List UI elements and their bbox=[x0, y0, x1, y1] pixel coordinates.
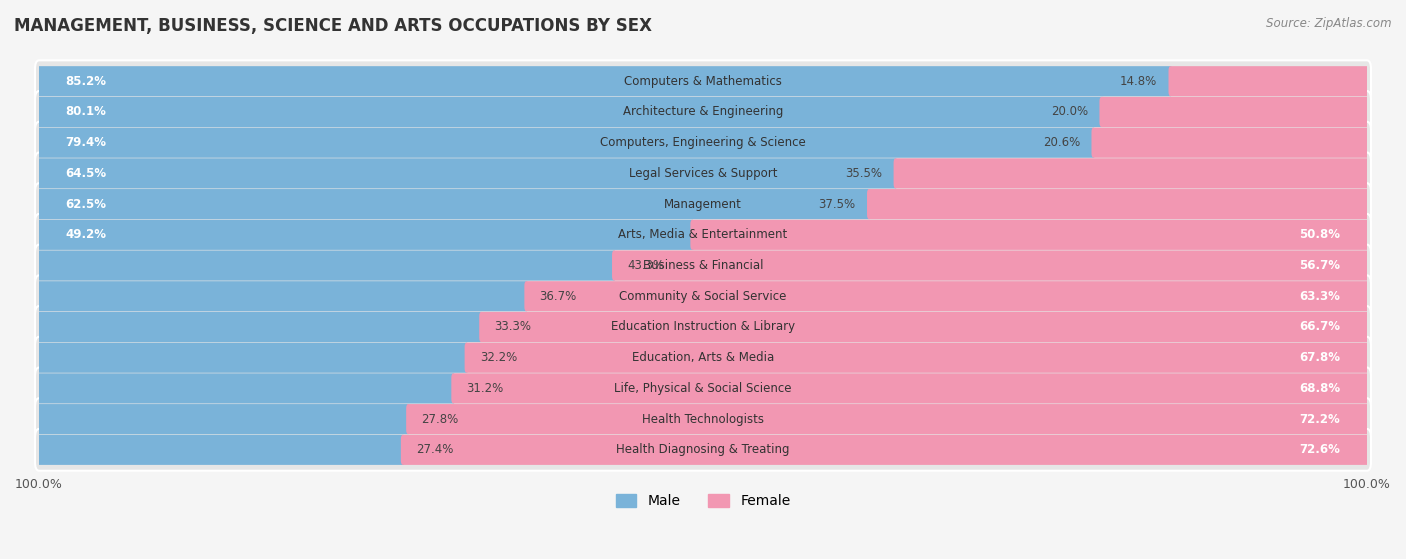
Text: 63.3%: 63.3% bbox=[1299, 290, 1340, 303]
Text: 31.2%: 31.2% bbox=[467, 382, 503, 395]
FancyBboxPatch shape bbox=[35, 337, 1371, 378]
FancyBboxPatch shape bbox=[37, 127, 1095, 158]
FancyBboxPatch shape bbox=[894, 158, 1369, 188]
Text: 33.3%: 33.3% bbox=[495, 320, 531, 334]
FancyBboxPatch shape bbox=[479, 312, 1369, 342]
FancyBboxPatch shape bbox=[37, 404, 411, 434]
Text: 35.5%: 35.5% bbox=[845, 167, 883, 180]
FancyBboxPatch shape bbox=[35, 245, 1371, 286]
Text: 27.4%: 27.4% bbox=[416, 443, 454, 456]
FancyBboxPatch shape bbox=[35, 214, 1371, 255]
FancyBboxPatch shape bbox=[37, 158, 897, 188]
FancyBboxPatch shape bbox=[35, 398, 1371, 440]
Text: 85.2%: 85.2% bbox=[66, 75, 107, 88]
Text: 14.8%: 14.8% bbox=[1121, 75, 1157, 88]
Text: Computers, Engineering & Science: Computers, Engineering & Science bbox=[600, 136, 806, 149]
Text: Business & Financial: Business & Financial bbox=[643, 259, 763, 272]
FancyBboxPatch shape bbox=[35, 429, 1371, 471]
FancyBboxPatch shape bbox=[37, 250, 616, 281]
Text: Computers & Mathematics: Computers & Mathematics bbox=[624, 75, 782, 88]
FancyBboxPatch shape bbox=[1091, 127, 1369, 158]
FancyBboxPatch shape bbox=[1168, 66, 1369, 96]
Text: 27.8%: 27.8% bbox=[422, 413, 458, 425]
Text: Education, Arts & Media: Education, Arts & Media bbox=[631, 351, 775, 364]
FancyBboxPatch shape bbox=[37, 66, 1173, 96]
Text: 72.6%: 72.6% bbox=[1299, 443, 1340, 456]
Text: 56.7%: 56.7% bbox=[1299, 259, 1340, 272]
FancyBboxPatch shape bbox=[37, 343, 468, 373]
Text: 20.0%: 20.0% bbox=[1052, 106, 1088, 119]
Text: Education Instruction & Library: Education Instruction & Library bbox=[612, 320, 794, 334]
Text: Management: Management bbox=[664, 197, 742, 211]
Text: 72.2%: 72.2% bbox=[1299, 413, 1340, 425]
FancyBboxPatch shape bbox=[35, 367, 1371, 409]
Text: 66.7%: 66.7% bbox=[1299, 320, 1340, 334]
FancyBboxPatch shape bbox=[524, 281, 1369, 311]
FancyBboxPatch shape bbox=[37, 312, 484, 342]
Text: 43.3%: 43.3% bbox=[627, 259, 665, 272]
Text: Source: ZipAtlas.com: Source: ZipAtlas.com bbox=[1267, 17, 1392, 30]
FancyBboxPatch shape bbox=[451, 373, 1369, 404]
Text: Community & Social Service: Community & Social Service bbox=[619, 290, 787, 303]
Text: 64.5%: 64.5% bbox=[66, 167, 107, 180]
Text: 62.5%: 62.5% bbox=[66, 197, 107, 211]
Text: 79.4%: 79.4% bbox=[66, 136, 107, 149]
FancyBboxPatch shape bbox=[401, 435, 1369, 465]
FancyBboxPatch shape bbox=[406, 404, 1369, 434]
Text: 20.6%: 20.6% bbox=[1043, 136, 1080, 149]
Text: 50.8%: 50.8% bbox=[1299, 228, 1340, 241]
FancyBboxPatch shape bbox=[37, 373, 456, 404]
FancyBboxPatch shape bbox=[35, 122, 1371, 164]
FancyBboxPatch shape bbox=[35, 60, 1371, 102]
Text: 49.2%: 49.2% bbox=[66, 228, 107, 241]
Text: 37.5%: 37.5% bbox=[818, 197, 856, 211]
FancyBboxPatch shape bbox=[612, 250, 1369, 281]
Text: Legal Services & Support: Legal Services & Support bbox=[628, 167, 778, 180]
FancyBboxPatch shape bbox=[35, 276, 1371, 317]
FancyBboxPatch shape bbox=[1099, 97, 1369, 127]
FancyBboxPatch shape bbox=[35, 183, 1371, 225]
Text: Arts, Media & Entertainment: Arts, Media & Entertainment bbox=[619, 228, 787, 241]
Text: Architecture & Engineering: Architecture & Engineering bbox=[623, 106, 783, 119]
Text: 80.1%: 80.1% bbox=[66, 106, 107, 119]
FancyBboxPatch shape bbox=[690, 220, 1369, 250]
FancyBboxPatch shape bbox=[37, 435, 405, 465]
Text: Health Diagnosing & Treating: Health Diagnosing & Treating bbox=[616, 443, 790, 456]
FancyBboxPatch shape bbox=[464, 343, 1369, 373]
FancyBboxPatch shape bbox=[35, 306, 1371, 348]
FancyBboxPatch shape bbox=[37, 220, 695, 250]
Text: 68.8%: 68.8% bbox=[1299, 382, 1340, 395]
FancyBboxPatch shape bbox=[37, 97, 1105, 127]
Text: MANAGEMENT, BUSINESS, SCIENCE AND ARTS OCCUPATIONS BY SEX: MANAGEMENT, BUSINESS, SCIENCE AND ARTS O… bbox=[14, 17, 652, 35]
Text: Health Technologists: Health Technologists bbox=[643, 413, 763, 425]
Text: 36.7%: 36.7% bbox=[540, 290, 576, 303]
FancyBboxPatch shape bbox=[35, 153, 1371, 195]
Text: 67.8%: 67.8% bbox=[1299, 351, 1340, 364]
FancyBboxPatch shape bbox=[37, 189, 870, 219]
FancyBboxPatch shape bbox=[35, 91, 1371, 133]
Legend: Male, Female: Male, Female bbox=[610, 489, 796, 514]
FancyBboxPatch shape bbox=[37, 281, 529, 311]
FancyBboxPatch shape bbox=[868, 189, 1369, 219]
Text: Life, Physical & Social Science: Life, Physical & Social Science bbox=[614, 382, 792, 395]
Text: 32.2%: 32.2% bbox=[479, 351, 517, 364]
